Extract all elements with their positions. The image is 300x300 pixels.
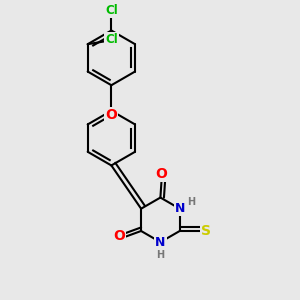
Text: N: N [155,236,166,249]
Text: O: O [105,108,117,122]
Text: H: H [187,197,195,207]
Text: N: N [175,202,185,215]
Text: Cl: Cl [105,33,118,46]
Text: O: O [156,167,167,182]
Text: O: O [113,229,125,243]
Text: S: S [202,224,212,238]
Text: H: H [156,250,164,260]
Text: Cl: Cl [105,4,118,17]
